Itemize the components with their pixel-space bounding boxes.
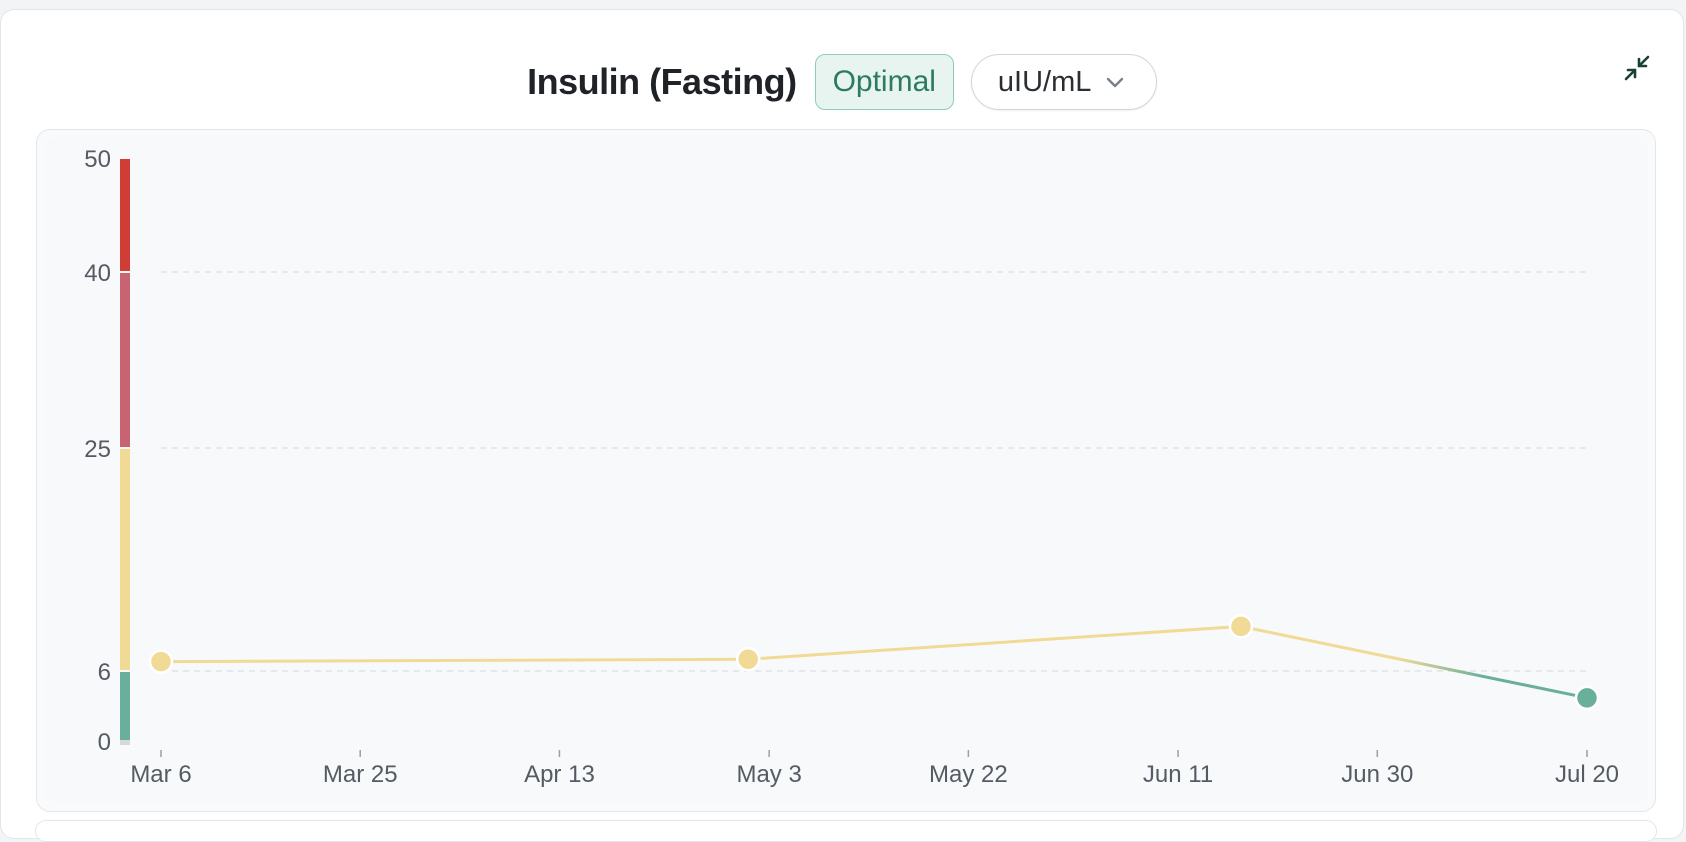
insulin-trend-chart: 0 6 25 40 50 Mar 6 Mar 25 Apr 13 May 3 May 22 Jun …: [84, 146, 1619, 788]
card-header: Insulin (Fasting) Optimal uIU/mL: [1, 52, 1683, 112]
biomarker-title: Insulin (Fasting): [527, 61, 797, 102]
unit-dropdown[interactable]: uIU/mL: [970, 54, 1157, 110]
collapse-arrows-icon: [1624, 55, 1650, 81]
reference-band-elevated: [120, 273, 130, 447]
reference-band-normal: [120, 449, 130, 670]
data-point: [1228, 614, 1254, 639]
y-tick-label: 0: [98, 729, 111, 756]
y-tick-label: 25: [84, 436, 111, 463]
chevron-down-icon: [1107, 77, 1124, 88]
x-tick-label: Mar 6: [130, 761, 191, 788]
data-point: [1574, 685, 1600, 711]
data-point: [148, 649, 174, 674]
x-tick-label: Apr 13: [524, 761, 595, 788]
series-line-segment: [746, 624, 1243, 661]
collapse-button[interactable]: [1619, 50, 1655, 86]
series-line-segment: [159, 657, 750, 664]
x-tick-label: Jun 30: [1341, 761, 1413, 788]
series-line-segment: [1239, 624, 1589, 700]
x-tick-label: May 3: [736, 761, 801, 788]
reference-band-high: [120, 159, 130, 271]
data-point: [735, 647, 761, 672]
x-tick-label: Jun 11: [1143, 761, 1213, 788]
x-tick-label: May 22: [929, 761, 1008, 788]
reference-band-base: [120, 740, 130, 745]
biomarker-card: Insulin (Fasting) Optimal uIU/mL 0 6 25 40 5…: [0, 9, 1684, 839]
chart-panel: [36, 129, 1656, 812]
next-card-edge: [35, 820, 1657, 842]
x-tick-label: Mar 25: [323, 761, 398, 788]
y-tick-label: 6: [98, 659, 111, 686]
status-badge: Optimal: [814, 54, 954, 110]
y-tick-label: 40: [84, 260, 111, 287]
y-tick-label: 50: [84, 146, 111, 173]
x-tick-label: Jul 20: [1555, 761, 1619, 788]
unit-dropdown-label: uIU/mL: [997, 65, 1092, 98]
reference-band-optimal: [120, 672, 130, 740]
